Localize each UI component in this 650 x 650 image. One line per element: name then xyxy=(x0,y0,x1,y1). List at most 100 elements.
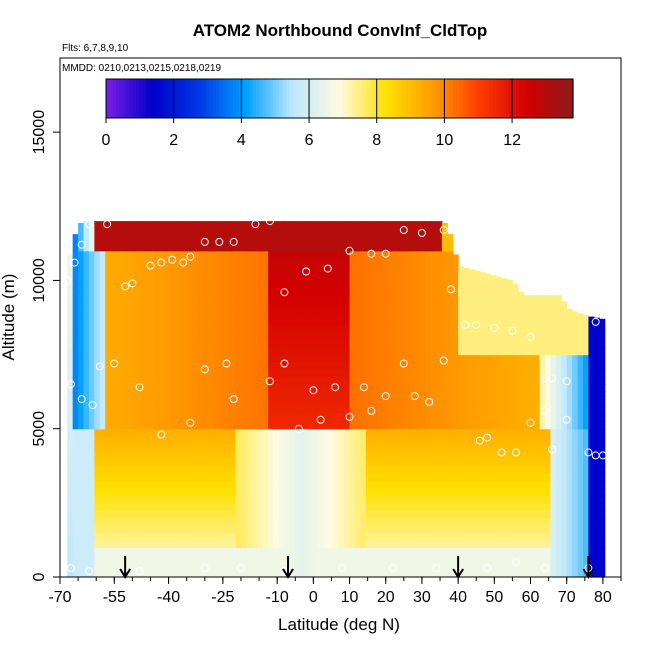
heatmap-cell xyxy=(458,391,465,400)
heatmap-cell xyxy=(110,554,117,563)
heatmap-cell xyxy=(181,228,188,237)
heatmap-cell xyxy=(268,369,275,378)
heatmap-cell xyxy=(376,339,383,348)
colorbar-segment xyxy=(409,79,414,118)
heatmap-cell xyxy=(322,384,329,393)
heatmap-cell xyxy=(116,421,123,430)
heatmap-cell xyxy=(577,317,584,326)
heatmap-cell xyxy=(583,369,590,378)
heatmap-cell xyxy=(295,324,302,333)
heatmap-cell xyxy=(555,473,562,482)
colorbar-segment xyxy=(476,79,481,118)
heatmap-cell xyxy=(517,428,524,437)
heatmap-cell xyxy=(414,347,421,356)
heatmap-cell xyxy=(354,569,362,578)
heatmap-cell xyxy=(67,539,74,548)
heatmap-cell xyxy=(154,450,161,459)
heatmap-cell xyxy=(474,517,481,526)
heatmap-cell xyxy=(561,428,568,437)
heatmap-cell xyxy=(224,258,231,267)
heatmap-cell xyxy=(322,458,329,467)
heatmap-cell xyxy=(354,547,362,556)
heatmap-cell xyxy=(539,532,546,541)
heatmap-cell xyxy=(398,287,405,296)
heatmap-cell xyxy=(387,421,394,430)
heatmap-cell xyxy=(94,443,101,452)
heatmap-cell xyxy=(94,280,101,289)
heatmap-cell xyxy=(94,502,101,511)
heatmap-cell xyxy=(496,354,503,363)
heatmap-cell xyxy=(409,495,416,504)
colorbar-segment xyxy=(329,79,334,118)
heatmap-cell xyxy=(485,347,492,356)
heatmap-cell xyxy=(425,295,432,304)
heatmap-cell xyxy=(105,436,112,445)
heatmap-cell xyxy=(67,569,74,578)
heatmap-cell xyxy=(99,480,106,489)
heatmap-cell xyxy=(83,525,90,534)
heatmap-cell xyxy=(289,339,296,348)
heatmap-cell xyxy=(121,502,128,511)
heatmap-cell xyxy=(268,399,275,408)
colorbar-segment xyxy=(562,79,567,118)
heatmap-cell xyxy=(409,539,416,548)
heatmap-cell xyxy=(132,317,139,326)
heatmap-cell xyxy=(213,450,220,459)
heatmap-cell xyxy=(251,324,258,333)
heatmap-cell xyxy=(528,569,535,578)
heatmap-cell xyxy=(425,347,432,356)
heatmap-cell xyxy=(512,562,519,571)
heatmap-cell xyxy=(398,428,405,437)
heatmap-cell xyxy=(398,495,405,504)
heatmap-cell xyxy=(577,502,584,511)
heatmap-cell xyxy=(219,295,226,304)
heatmap-cell xyxy=(316,562,323,571)
heatmap-cell xyxy=(197,361,204,370)
heatmap-cell xyxy=(322,502,329,511)
heatmap-cell xyxy=(137,488,144,497)
heatmap-cell xyxy=(344,287,351,296)
heatmap-cell xyxy=(175,391,182,400)
heatmap-cell xyxy=(143,428,150,437)
heatmap-cell xyxy=(240,332,247,341)
heatmap-cell xyxy=(501,428,508,437)
x-tick-label: 20 xyxy=(377,589,395,606)
heatmap-cell xyxy=(403,413,410,422)
x-tick-label: 0 xyxy=(309,589,318,606)
heatmap-cell xyxy=(181,361,188,370)
colorbar-segment xyxy=(296,79,301,118)
heatmap-cell xyxy=(485,495,492,504)
heatmap-cell xyxy=(425,376,432,385)
heatmap-cell xyxy=(316,406,323,415)
heatmap-cell xyxy=(561,547,568,556)
heatmap-cell xyxy=(327,317,334,326)
heatmap-cell xyxy=(208,502,215,511)
heatmap-cell xyxy=(512,488,519,497)
heatmap-cell xyxy=(468,554,476,563)
heatmap-cell xyxy=(208,539,215,548)
heatmap-cell xyxy=(154,391,161,400)
heatmap-cell xyxy=(230,436,237,445)
heatmap-cell xyxy=(360,488,367,497)
heatmap-cell xyxy=(583,502,590,511)
heatmap-cell xyxy=(306,554,313,563)
heatmap-cell xyxy=(300,391,307,400)
heatmap-cell xyxy=(99,347,106,356)
heatmap-cell xyxy=(338,562,345,571)
heatmap-cell xyxy=(300,317,307,326)
heatmap-cell xyxy=(528,406,535,415)
heatmap-cell xyxy=(512,302,519,311)
heatmap-cell xyxy=(284,376,291,385)
heatmap-cell xyxy=(83,517,90,526)
heatmap-cell xyxy=(208,517,215,526)
heatmap-cell xyxy=(257,273,264,282)
heatmap-cell xyxy=(425,384,432,393)
heatmap-cell xyxy=(164,391,171,400)
heatmap-cell xyxy=(83,443,90,452)
heatmap-cell xyxy=(208,399,215,408)
heatmap-cell xyxy=(349,450,356,459)
heatmap-cell xyxy=(344,391,351,400)
heatmap-cell xyxy=(479,495,486,504)
heatmap-cell xyxy=(316,258,323,267)
heatmap-cell xyxy=(474,361,481,370)
